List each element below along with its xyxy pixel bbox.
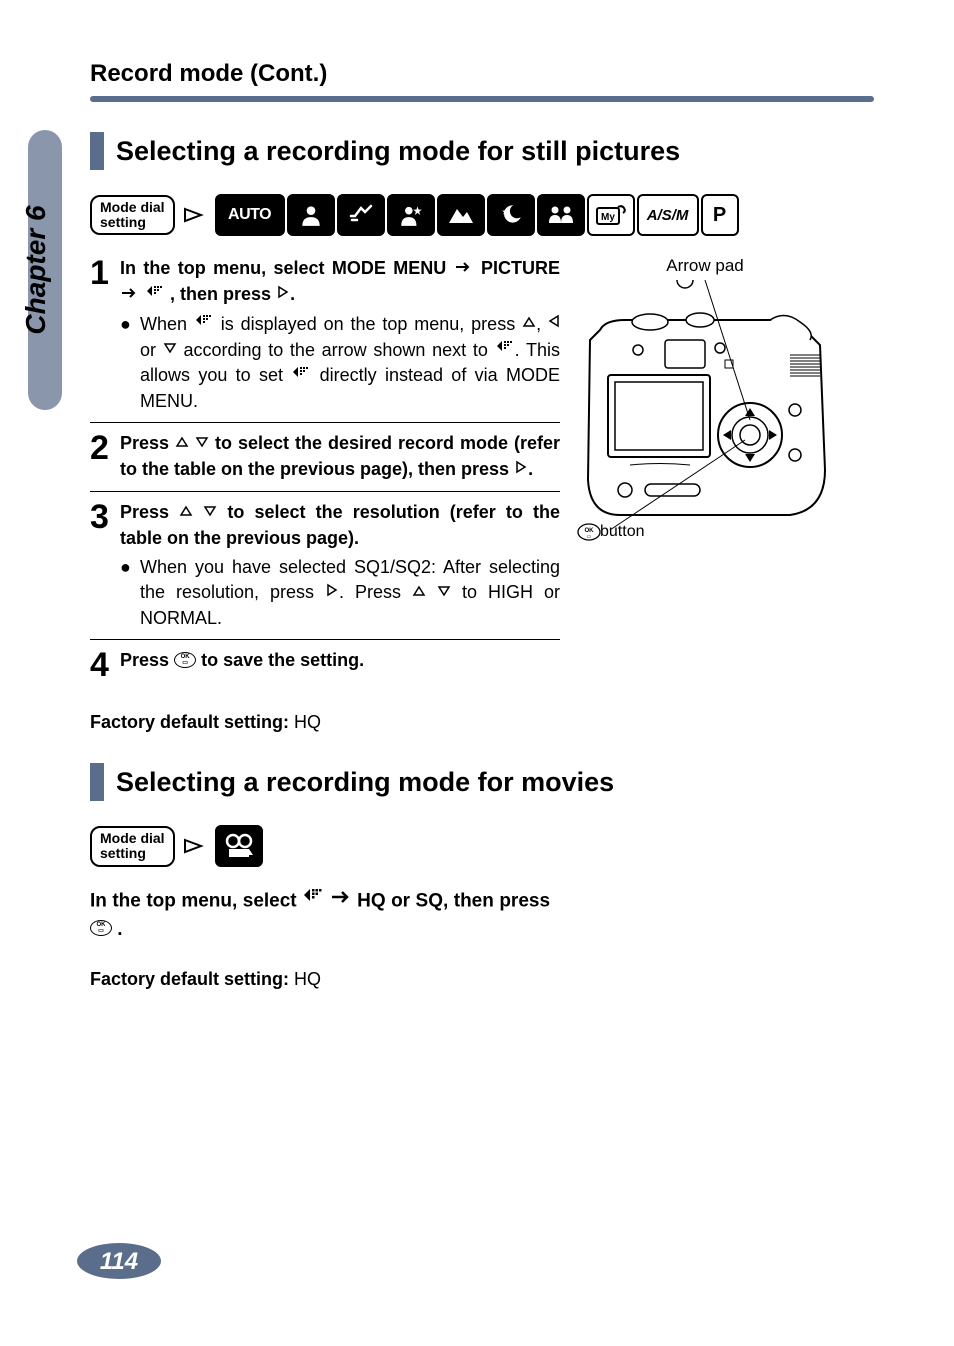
quality-icon: [194, 310, 214, 335]
section-title: Selecting a recording mode for movies: [116, 767, 614, 798]
triangle-down-icon: [203, 499, 217, 524]
chapter-label: Chapter 6: [20, 205, 51, 335]
mode-self-portrait-icon: [537, 194, 585, 236]
triangle-left-icon: [548, 310, 560, 335]
triangle-up-icon: [175, 430, 189, 455]
step-2: 2 Press to select the desired record mod…: [90, 431, 560, 492]
movies-instruction: In the top menu, select HQ or SQ, then p…: [90, 887, 550, 944]
step-3: 3 Press to select the resolution (refer …: [90, 500, 560, 640]
arrow-right-icon: [454, 255, 474, 280]
factory-default-movies: Factory default setting: HQ: [90, 969, 874, 990]
triangle-down-icon: [195, 430, 209, 455]
mode-night-icon: [487, 194, 535, 236]
mode-p-icon: P: [701, 194, 739, 236]
step-number: 2: [90, 431, 120, 483]
section-title: Selecting a recording mode for still pic…: [116, 136, 680, 167]
mode-dial-row-still: Mode dial setting AUTO My A/S/M P: [90, 194, 874, 236]
step-number: 4: [90, 648, 120, 682]
factory-default-still: Factory default setting: HQ: [90, 712, 874, 733]
ok-button-icon: OK▭: [174, 652, 196, 668]
mode-my-icon: My: [587, 194, 635, 236]
triangle-right-icon: [276, 281, 290, 306]
button-label-text: button: [600, 523, 644, 540]
triangle-up-icon: [412, 579, 426, 604]
steps-column: 1 In the top menu, select MODE MENU PICT…: [90, 256, 560, 698]
chapter-tab: Chapter 6: [20, 130, 70, 410]
mode-night-portrait-icon: [387, 194, 435, 236]
step-1: 1 In the top menu, select MODE MENU PICT…: [90, 256, 560, 423]
page-header: Record mode (Cont.): [90, 60, 874, 88]
arrow-pad-label: Arrow pad: [570, 256, 840, 276]
arrow-right-icon: [120, 281, 140, 306]
camera-illustration: Arrow pad: [560, 256, 840, 698]
quality-icon: [145, 281, 165, 306]
step-4: 4 Press OK▭ to save the setting.: [90, 648, 560, 690]
pointer-icon: [183, 836, 207, 856]
section-bar-icon: [90, 132, 104, 170]
page-number: 114: [100, 1248, 138, 1275]
mode-landscape-icon: [437, 194, 485, 236]
triangle-down-icon: [437, 579, 451, 604]
svg-text:My: My: [601, 212, 615, 223]
header-rule: [90, 96, 874, 102]
page-number-badge: 114: [74, 1241, 164, 1286]
triangle-up-icon: [179, 499, 193, 524]
pointer-icon: [183, 205, 207, 225]
section-bar-icon: [90, 763, 104, 801]
mode-dial-setting-box: Mode dial setting: [90, 195, 175, 236]
quality-icon: [291, 362, 311, 387]
section-heading-movies: Selecting a recording mode for movies: [90, 763, 874, 801]
mode-sports-icon: [337, 194, 385, 236]
mode-icons-strip: AUTO My A/S/M P: [215, 194, 741, 236]
triangle-right-icon: [514, 456, 528, 481]
mode-portrait-icon: [287, 194, 335, 236]
step-number: 1: [90, 256, 120, 414]
svg-text:▭: ▭: [587, 534, 592, 540]
mode-dial-setting-box: Mode dial setting: [90, 826, 175, 867]
mode-dial-row-movies: Mode dial setting: [90, 825, 874, 867]
quality-icon: [302, 885, 324, 914]
triangle-down-icon: [163, 336, 177, 361]
triangle-right-icon: [325, 579, 339, 604]
quality-icon: [495, 336, 515, 361]
step-number: 3: [90, 500, 120, 631]
mode-auto-icon: AUTO: [215, 194, 285, 236]
arrow-right-icon: [330, 885, 352, 914]
mode-movie-icon: [215, 825, 263, 867]
mode-asm-icon: A/S/M: [637, 194, 699, 236]
ok-button-icon: OK▭: [90, 920, 112, 936]
triangle-up-icon: [522, 310, 536, 335]
section-heading-still: Selecting a recording mode for still pic…: [90, 132, 874, 170]
camera-back-icon: OK ▭ button: [570, 280, 840, 550]
